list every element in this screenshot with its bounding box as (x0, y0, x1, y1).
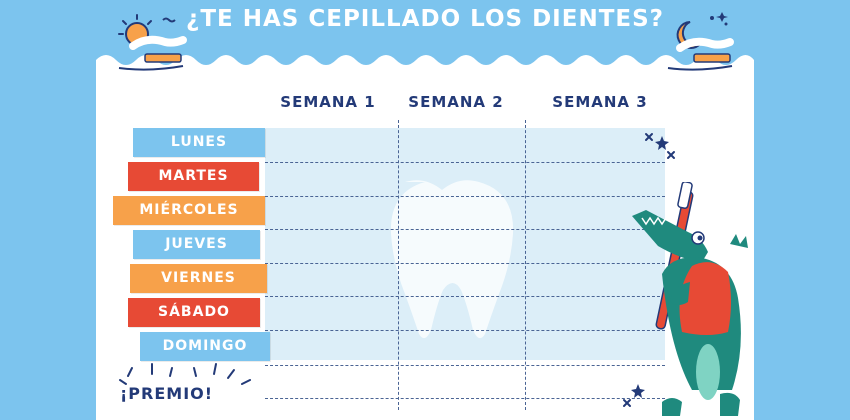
column-divider (525, 120, 526, 410)
row-divider (265, 296, 665, 297)
day-label-miercoles: MIÉRCOLES (113, 196, 265, 225)
day-label-lunes: LUNES (133, 128, 265, 157)
week-1-header: SEMANA 1 (280, 93, 376, 111)
burst-icon (119, 363, 251, 385)
stars-icon (645, 133, 675, 159)
row-divider (265, 330, 665, 331)
row-divider (265, 263, 665, 264)
stars-bottom-icon (623, 384, 645, 407)
moon-toothbrush-icon (667, 12, 734, 71)
tooth-icon (390, 180, 514, 339)
day-label-martes: MARTES (128, 162, 259, 191)
row-divider (265, 365, 665, 366)
prize-label: ¡PREMIO! (120, 384, 214, 403)
row-divider (265, 196, 665, 197)
row-divider (265, 162, 665, 163)
week-3-header: SEMANA 3 (552, 93, 648, 111)
week-2-header: SEMANA 2 (408, 93, 504, 111)
prize-line (265, 398, 665, 399)
day-label-domingo: DOMINGO (140, 332, 270, 361)
sun-toothbrush-icon (118, 14, 187, 71)
day-label-viernes: VIERNES (130, 264, 267, 293)
crocodile-toothbrush-icon (632, 182, 748, 416)
day-label-jueves: JUEVES (133, 230, 260, 259)
page-title: ¿TE HAS CEPILLADO LOS DIENTES? (185, 6, 665, 32)
day-label-sabado: SÁBADO (128, 298, 260, 327)
row-divider (265, 229, 665, 230)
column-divider (398, 120, 399, 410)
